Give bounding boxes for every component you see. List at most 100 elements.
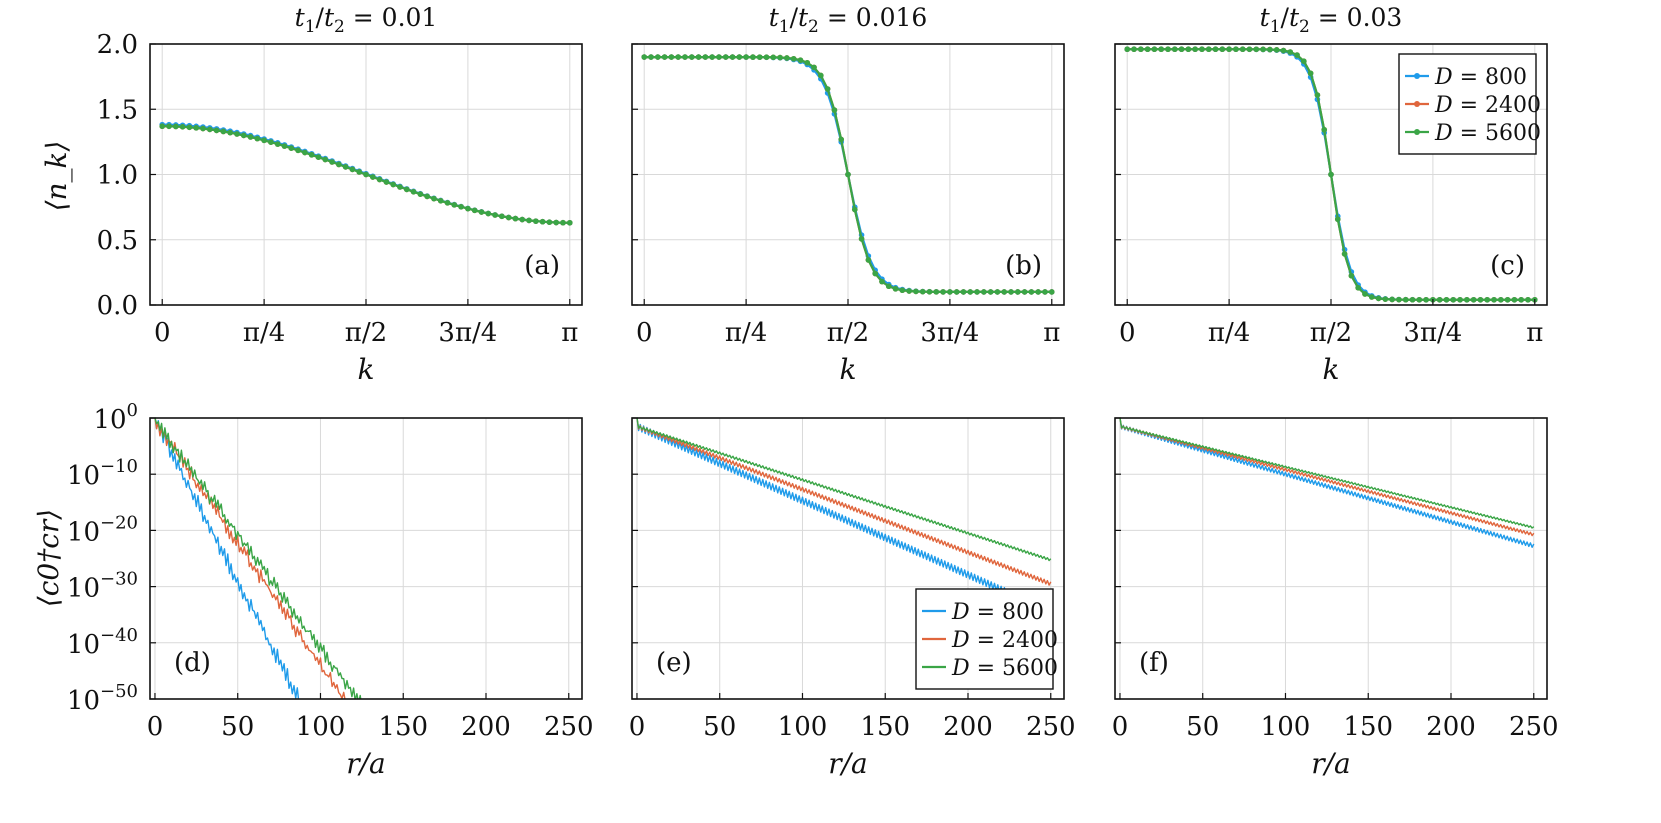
data-point	[892, 286, 899, 292]
data-point	[1464, 296, 1470, 303]
x-tick-label: 100	[778, 712, 828, 742]
series-markers-3	[641, 54, 1055, 295]
data-point	[655, 54, 661, 60]
data-point	[1436, 296, 1443, 303]
legend-label-1: D = 800	[1434, 65, 1527, 90]
x-tick-label: 0	[636, 318, 653, 348]
data-point	[661, 54, 668, 60]
data-point	[879, 278, 885, 285]
data-point	[519, 216, 526, 223]
data-point	[1355, 285, 1361, 291]
data-point	[851, 206, 858, 213]
data-point	[349, 166, 356, 173]
data-point	[166, 123, 172, 130]
y-axis-label-top: ⟨n_k⟩	[40, 141, 73, 212]
data-point	[987, 289, 994, 295]
data-point	[322, 156, 329, 163]
y-tick-label: 10−20	[67, 512, 138, 547]
data-point	[1138, 46, 1144, 53]
chart-panel-d: 0 50 100 150 200 250 100 10−10 10−20 10−30 10−40 10…	[67, 400, 594, 780]
data-point	[675, 54, 681, 60]
x-tick-label: 100	[1261, 712, 1311, 742]
data-point	[553, 219, 559, 226]
data-point	[465, 205, 471, 212]
data-point	[1504, 296, 1511, 303]
data-point	[974, 289, 980, 295]
data-point	[1491, 296, 1497, 303]
x-tick-label: 200	[943, 712, 993, 742]
data-point	[308, 152, 315, 158]
x-axis-label: r/a	[346, 747, 386, 780]
x-tick-label: 100	[296, 712, 346, 742]
data-point	[1416, 296, 1423, 303]
data-point	[1178, 46, 1185, 53]
data-point	[953, 289, 960, 295]
data-point	[1368, 294, 1375, 300]
data-point	[213, 127, 220, 134]
data-point	[1192, 46, 1198, 53]
data-point	[1185, 46, 1192, 53]
data-point	[1450, 296, 1457, 303]
data-point	[648, 54, 654, 60]
series-line-1	[636, 418, 1052, 616]
data-point	[1287, 49, 1294, 55]
data-point	[431, 195, 437, 202]
x-tick-label: π	[1043, 318, 1060, 348]
data-point	[1525, 296, 1531, 303]
data-point	[919, 288, 926, 295]
data-point	[940, 289, 946, 295]
y-tick-label: 0.5	[97, 226, 138, 256]
data-point	[329, 159, 335, 165]
data-point	[186, 124, 193, 131]
data-point	[505, 214, 512, 221]
panel-label: (d)	[174, 648, 211, 678]
legend: D = 800 D = 2400 D = 5600	[1398, 53, 1541, 155]
x-axis-label: k	[840, 353, 857, 386]
data-point	[1205, 46, 1212, 53]
panel-label: (f)	[1139, 648, 1169, 678]
data-point	[641, 54, 648, 60]
data-point	[695, 54, 702, 60]
data-point	[736, 54, 743, 60]
panel-label: (a)	[524, 251, 560, 281]
data-point	[1015, 289, 1021, 295]
data-point	[682, 54, 688, 60]
data-point	[1382, 296, 1389, 302]
data-point	[1131, 46, 1137, 53]
y-tick-label: 100	[93, 400, 138, 435]
x-tick-label: 0	[154, 318, 171, 348]
x-tick-label: π/4	[243, 318, 285, 348]
data-point	[790, 55, 797, 62]
data-point	[750, 54, 756, 60]
data-point	[1260, 46, 1266, 53]
data-point	[1239, 46, 1246, 53]
data-point	[227, 129, 233, 136]
x-tick-label: 0	[1112, 712, 1129, 742]
x-tick-label: 200	[1426, 712, 1476, 742]
data-point	[885, 283, 892, 290]
y-tick-label: 0.0	[97, 291, 138, 321]
data-point	[784, 55, 790, 61]
x-tick-label: 250	[544, 712, 594, 742]
data-point	[220, 128, 227, 135]
data-point	[1470, 296, 1477, 303]
chart-panel-f: 0 50 100 150 200 250 r/a (f)	[1112, 417, 1559, 780]
data-point	[1341, 251, 1348, 257]
x-tick-label: π/2	[1310, 318, 1352, 348]
data-point	[1273, 47, 1280, 53]
data-point	[539, 218, 546, 225]
data-point	[390, 181, 396, 188]
data-point	[533, 218, 539, 224]
data-point	[1171, 46, 1178, 53]
data-point	[1124, 46, 1131, 53]
series-line-3	[154, 418, 362, 699]
series-line-2	[154, 418, 348, 699]
data-point	[274, 141, 281, 147]
x-tick-label: 250	[1509, 712, 1559, 742]
data-point	[1375, 295, 1382, 302]
chart-panel-c: 0 π/4 π/2 3π/4 π k t1/t2 = 0.03 (c) D = 800 D = 2…	[1114, 3, 1548, 386]
data-point	[1443, 296, 1450, 303]
data-point	[179, 124, 186, 130]
data-point	[240, 132, 247, 139]
